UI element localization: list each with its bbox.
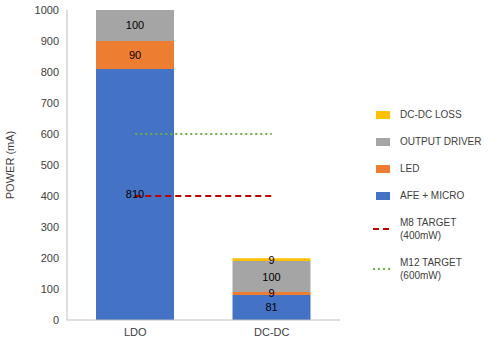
svg-text:81: 81	[265, 301, 277, 313]
svg-text:300: 300	[41, 221, 59, 233]
svg-text:1000: 1000	[35, 4, 59, 16]
svg-text:0: 0	[53, 314, 59, 326]
svg-text:POWER (mA): POWER (mA)	[8, 131, 16, 199]
html-text:DC-DC LOSS: DC-DC LOSS	[400, 109, 462, 120]
html-text:M8 TARGET (400mW): M8 TARGET (400mW)	[400, 217, 457, 241]
svg-text:600: 600	[41, 128, 59, 140]
html-text:LED: LED	[400, 163, 420, 174]
svg-text:90: 90	[129, 49, 141, 61]
svg-text:500: 500	[41, 159, 59, 171]
svg-text:DC-DC: DC-DC	[254, 326, 289, 338]
html-text:OUTPUT DRIVER: OUTPUT DRIVER	[400, 136, 482, 147]
svg-text:9: 9	[268, 287, 274, 299]
svg-text:9: 9	[268, 254, 274, 266]
html-text:AFE + MICRO: AFE + MICRO	[400, 190, 465, 201]
svg-text:900: 900	[41, 35, 59, 47]
svg-text:800: 800	[41, 66, 59, 78]
svg-text:100: 100	[41, 283, 59, 295]
svg-text:700: 700	[41, 97, 59, 109]
svg-text:810: 810	[126, 188, 144, 200]
html-text:M12 TARGET (600mW): M12 TARGET (600mW)	[400, 257, 462, 281]
svg-text:400: 400	[41, 190, 59, 202]
svg-text:200: 200	[41, 252, 59, 264]
svg-text:100: 100	[262, 271, 280, 283]
svg-text:LDO: LDO	[124, 326, 147, 338]
svg-text:100: 100	[126, 19, 144, 31]
